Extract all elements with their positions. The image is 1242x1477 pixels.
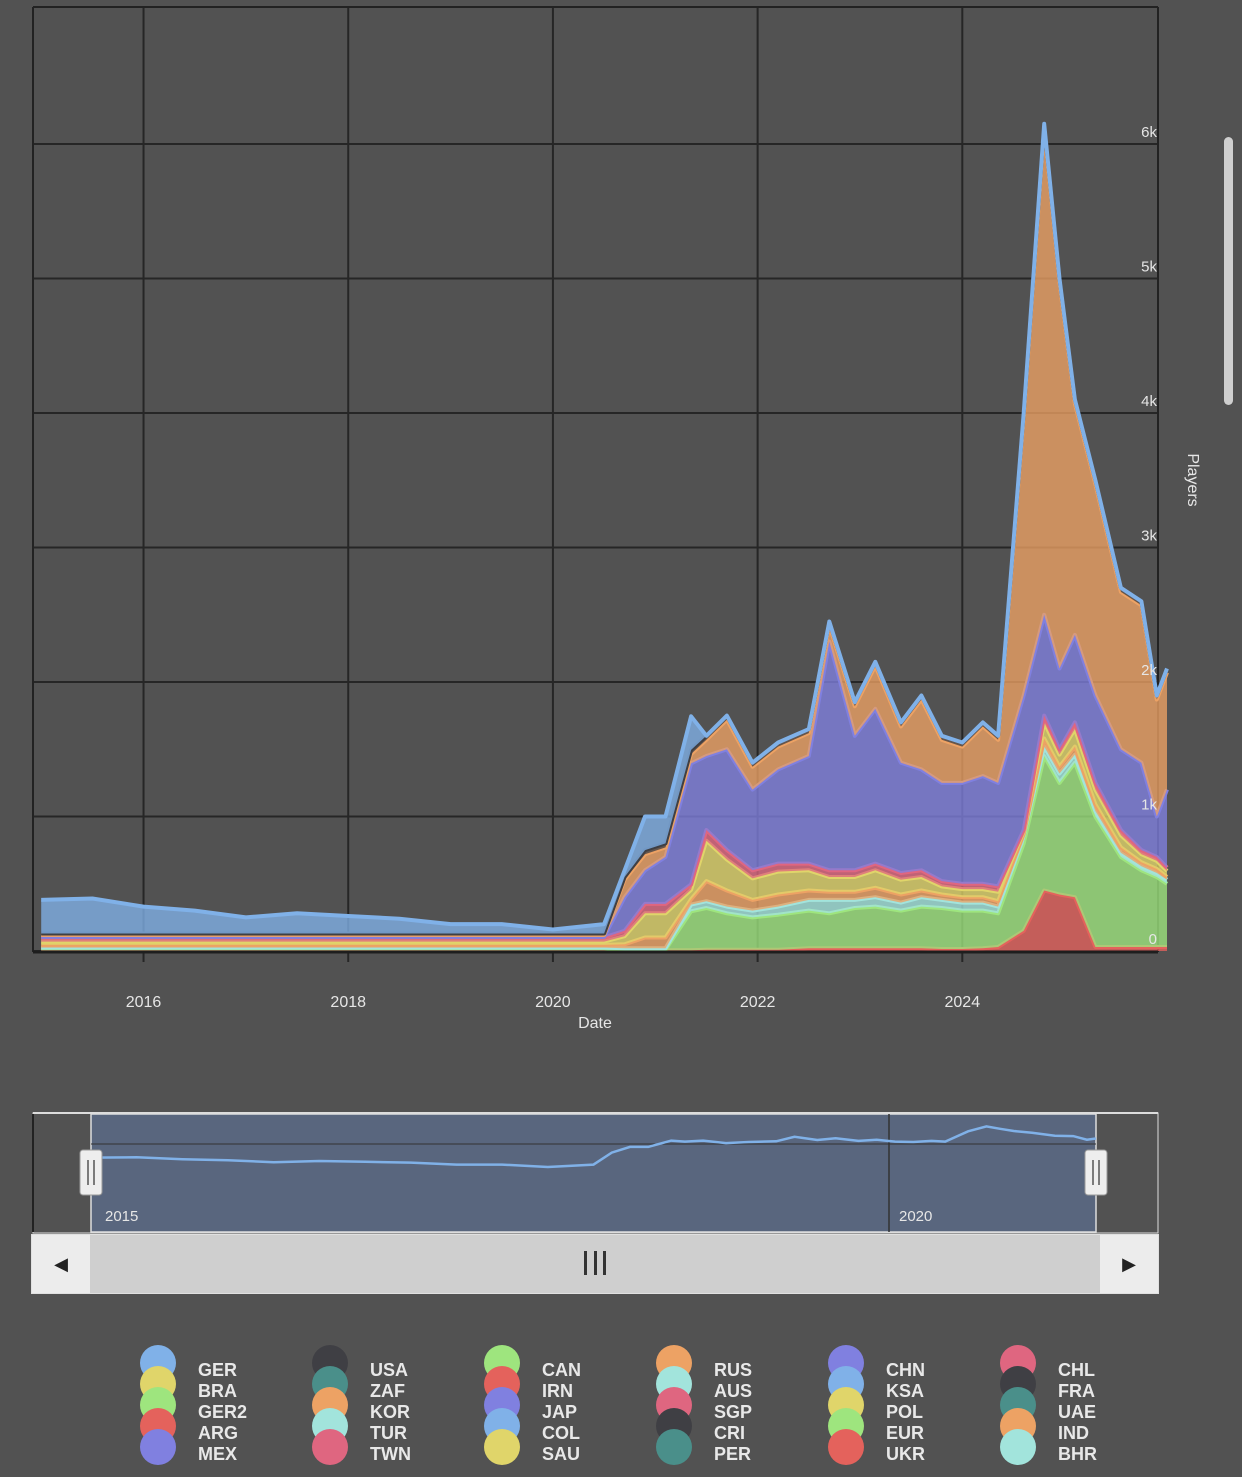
range-handle-left[interactable]	[79, 1149, 103, 1196]
legend-item-arg[interactable]: ARG	[198, 1423, 238, 1443]
legend-item-kor[interactable]: KOR	[370, 1402, 410, 1422]
caret-left-icon: ◀	[54, 1253, 68, 1274]
legend-item-aus[interactable]: AUS	[714, 1381, 753, 1401]
legend-item-zaf[interactable]: ZAF	[370, 1381, 405, 1401]
axes: 0 1k 2k 3k 4k 5k 6k 2016 2018 2020 2022 2024	[33, 124, 1158, 1011]
y-tick-label: 3k	[1141, 528, 1157, 545]
legend-item-ind[interactable]: IND	[1058, 1423, 1089, 1443]
x-axis-title: Date	[578, 1015, 612, 1032]
legend-item-usa[interactable]: USA	[370, 1360, 409, 1380]
line-ger	[41, 121, 1169, 932]
legend-column: RUS AUS SGP CRI PER	[656, 1345, 826, 1470]
legend-swatch-ukr[interactable]	[828, 1429, 864, 1465]
scroll-thumb-grip-icon[interactable]	[584, 1251, 606, 1275]
legend-column: CHN KSA POL EUR UKR	[828, 1345, 998, 1470]
legend-swatch-bhr[interactable]	[1000, 1429, 1036, 1465]
legend-column: CAN IRN JAP COL SAU	[484, 1345, 654, 1470]
legend-item-bra[interactable]: BRA	[198, 1381, 237, 1401]
legend-item-chn[interactable]: CHN	[886, 1360, 925, 1380]
legend-item-cri[interactable]: CRI	[714, 1423, 745, 1443]
legend-item-twn[interactable]: TWN	[370, 1444, 411, 1464]
legend-item-chl[interactable]: CHL	[1058, 1360, 1095, 1380]
area-bra[interactable]	[41, 722, 1168, 945]
area-arg[interactable]	[41, 890, 1168, 952]
caret-right-icon: ▶	[1122, 1253, 1136, 1274]
legend-item-jap[interactable]: JAP	[542, 1402, 578, 1422]
legend-item-pol[interactable]: POL	[886, 1402, 924, 1422]
legend-item-ger2[interactable]: GER2	[198, 1402, 248, 1422]
scroll-left-button[interactable]: ◀	[32, 1235, 90, 1293]
x-tick-label: 2020	[535, 994, 571, 1011]
legend-item-bhr[interactable]: BHR	[1058, 1444, 1097, 1464]
y-tick-label: 6k	[1141, 124, 1157, 141]
area-kor[interactable]	[41, 738, 1168, 949]
legend-item-rus[interactable]: RUS	[714, 1360, 753, 1380]
legend-swatch-per[interactable]	[656, 1429, 692, 1465]
horizontal-scrollbar[interactable]: ◀ ▶	[31, 1234, 1159, 1294]
legend-item-sgp[interactable]: SGP	[714, 1402, 753, 1422]
legend-column: GER BRA GER2 ARG MEX	[140, 1345, 310, 1470]
legend-item-col[interactable]: COL	[542, 1423, 580, 1443]
legend-item-mex[interactable]: MEX	[198, 1444, 238, 1464]
legend-item-fra[interactable]: FRA	[1058, 1381, 1095, 1401]
x-tick-label: 2024	[945, 994, 981, 1011]
grid	[32, 6, 1159, 962]
legend-item-ger[interactable]: GER	[198, 1360, 238, 1380]
y-axis-title: Players	[1184, 453, 1201, 506]
legend-item-tur[interactable]: TUR	[370, 1423, 407, 1443]
y-tick-label: 5k	[1141, 259, 1157, 276]
legend-swatch-twn[interactable]	[312, 1429, 348, 1465]
stacked-area-chart: 0 1k 2k 3k 4k 5k 6k 2016 2018 2020 2022 2024 Date P…	[32, 6, 1201, 1234]
scroll-right-button[interactable]: ▶	[1100, 1235, 1158, 1293]
legend-item-ukr[interactable]: UKR	[886, 1444, 925, 1464]
legend-item-eur[interactable]: EUR	[886, 1423, 925, 1443]
range-handle-right[interactable]	[1084, 1149, 1108, 1196]
legend-swatch-sau[interactable]	[484, 1429, 520, 1465]
legend-item-ksa[interactable]: KSA	[886, 1381, 925, 1401]
y-tick-label: 1k	[1141, 797, 1157, 814]
range-label: 2015	[105, 1208, 138, 1225]
area-mex[interactable]	[41, 614, 1168, 938]
range-label: 2020	[899, 1208, 932, 1225]
range-mini-line	[90, 1125, 1097, 1169]
legend-column: USA ZAF KOR TUR TWN	[312, 1345, 482, 1470]
legend-column: CHL FRA UAE IND BHR	[1000, 1345, 1170, 1470]
range-selection[interactable]	[90, 1113, 1097, 1233]
legend-item-irn[interactable]: IRN	[542, 1381, 573, 1401]
area-series	[41, 121, 1169, 953]
y-tick-label: 4k	[1141, 393, 1157, 410]
vertical-scrollbar[interactable]	[1224, 137, 1233, 405]
legend-swatch-mex[interactable]	[140, 1429, 176, 1465]
x-tick-label: 2022	[740, 994, 776, 1011]
x-tick-label: 2018	[330, 994, 366, 1011]
y-tick-label: 2k	[1141, 662, 1157, 679]
x-tick-label: 2016	[126, 994, 162, 1011]
legend-item-per[interactable]: PER	[714, 1444, 752, 1464]
legend-item-sau[interactable]: SAU	[542, 1444, 581, 1464]
y-tick-label: 0	[1149, 931, 1157, 948]
range-slider[interactable]: 2015 2020	[32, 1112, 1159, 1234]
legend-item-can[interactable]: CAN	[542, 1360, 581, 1380]
legend-item-uae[interactable]: UAE	[1058, 1402, 1097, 1422]
